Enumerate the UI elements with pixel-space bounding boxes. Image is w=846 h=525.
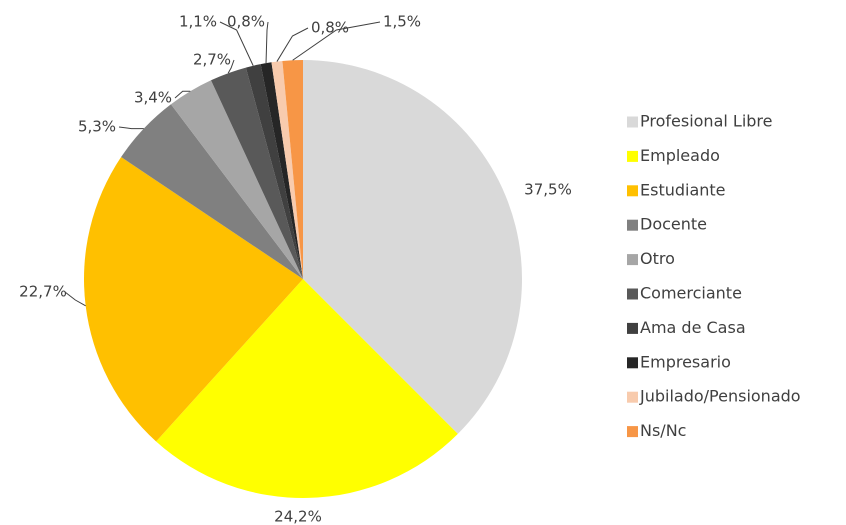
leader-line — [227, 59, 235, 74]
legend-label: Empleado — [640, 146, 720, 165]
legend-swatch — [627, 116, 638, 128]
data-label: 2,7% — [193, 51, 231, 69]
pie-slice — [245, 64, 303, 279]
legend-swatch — [627, 391, 638, 403]
pie-slice — [271, 60, 303, 280]
pie-slice — [303, 60, 522, 434]
data-label: 3,4% — [134, 89, 172, 107]
leader-line — [265, 21, 269, 64]
legend-swatch — [627, 426, 638, 438]
pie-slice — [170, 80, 303, 279]
data-label: 0,8% — [311, 19, 349, 37]
legend-swatch — [627, 185, 638, 197]
pie-slice — [156, 279, 458, 498]
data-label: 37,5% — [524, 181, 572, 199]
legend-label: Profesional Libre — [640, 112, 773, 131]
leader-line — [64, 291, 86, 307]
data-label: 1,5% — [383, 13, 421, 31]
legend-label: Empresario — [640, 352, 731, 371]
legend-label: Jubilado/Pensionado — [639, 387, 801, 406]
leader-line — [276, 27, 309, 62]
data-label: 24,2% — [274, 508, 322, 525]
leader-line — [219, 21, 254, 66]
pie-slice — [121, 104, 304, 279]
pie-slice — [84, 157, 303, 442]
data-label: 5,3% — [78, 118, 116, 136]
legend-swatch — [627, 357, 638, 369]
legend-label: Estudiante — [640, 180, 726, 199]
pie-slice — [211, 67, 303, 279]
data-label: 0,8% — [227, 13, 265, 31]
legend-swatch — [627, 322, 638, 334]
data-label: 1,1% — [179, 13, 217, 31]
legend-swatch — [627, 254, 638, 266]
legend-label: Ns/Nc — [640, 421, 686, 440]
leader-line — [118, 126, 144, 130]
leader-line — [174, 90, 191, 99]
legend-label: Docente — [640, 215, 707, 234]
leader-line — [292, 21, 381, 61]
legend-swatch — [627, 219, 638, 231]
pie-slice — [260, 62, 303, 279]
pie-slice — [282, 60, 303, 279]
legend-swatch — [627, 288, 638, 300]
data-label: 22,7% — [19, 283, 67, 301]
legend-label: Ama de Casa — [640, 318, 746, 337]
legend-label: Otro — [640, 249, 675, 268]
legend-label: Comerciante — [640, 284, 742, 303]
legend-swatch — [627, 150, 638, 162]
